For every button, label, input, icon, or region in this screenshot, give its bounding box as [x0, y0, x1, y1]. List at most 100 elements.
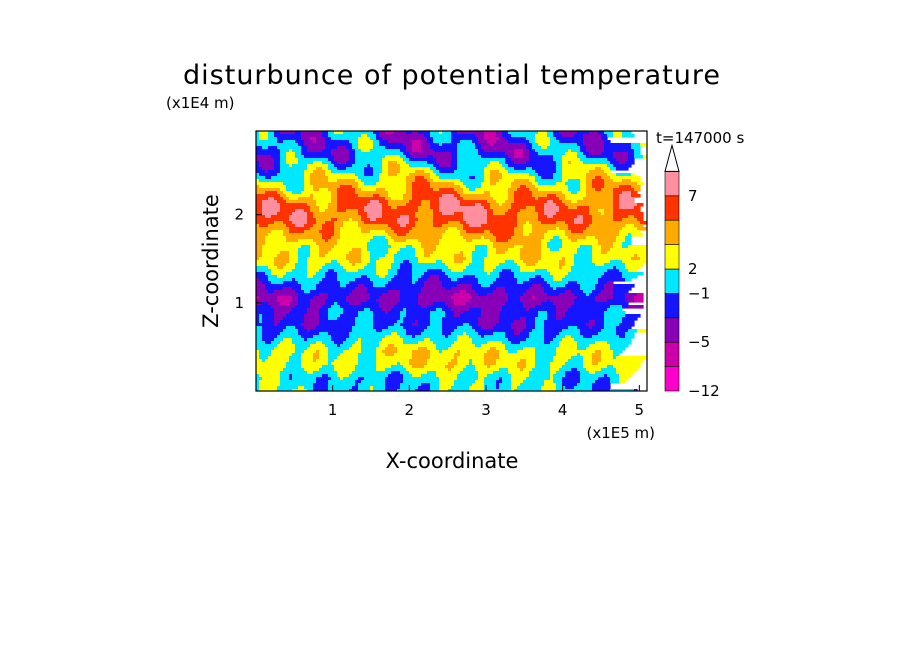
contour-cell	[283, 329, 299, 333]
contour-cell	[574, 221, 584, 225]
contour-cell	[391, 206, 398, 210]
contour-cell	[385, 254, 395, 258]
contour-cell	[586, 149, 605, 153]
contour-cell	[577, 131, 590, 135]
contour-cell	[364, 209, 383, 213]
contour-cell	[604, 209, 614, 213]
contour-cell	[589, 212, 602, 216]
contour-cell	[589, 131, 599, 135]
contour-cell	[424, 176, 431, 180]
contour-cell	[532, 146, 542, 150]
contour-cell	[622, 227, 638, 231]
contour-cell	[295, 152, 302, 156]
contour-cell	[550, 371, 557, 375]
contour-cell	[538, 197, 560, 201]
contour-cell	[352, 164, 368, 168]
contour-cell	[337, 206, 365, 210]
contour-cell	[484, 170, 491, 174]
contour-cell	[421, 290, 461, 294]
contour-cell	[403, 197, 413, 201]
contour-cell	[349, 149, 356, 153]
contour-cell	[550, 272, 569, 276]
contour-cell	[256, 374, 260, 378]
contour-cell	[373, 323, 395, 327]
contour-cell	[568, 224, 590, 228]
contour-cell	[280, 332, 299, 336]
contour-cell	[385, 347, 398, 351]
contour-cell	[319, 269, 329, 273]
contour-cell	[526, 377, 551, 381]
contour-cell	[427, 269, 443, 273]
contour-cell	[259, 161, 275, 165]
contour-cell	[340, 263, 353, 267]
contour-cell	[562, 155, 578, 159]
contour-cell	[286, 188, 305, 192]
contour-cell	[625, 161, 635, 165]
contour-cell	[415, 335, 446, 339]
contour-cell	[289, 377, 293, 381]
contour-cell	[298, 293, 320, 297]
contour-cell	[517, 281, 524, 285]
contour-cell	[526, 137, 536, 141]
contour-cell	[367, 248, 389, 252]
contour-cell	[448, 227, 458, 231]
contour-cell	[397, 302, 419, 306]
contour-cell	[322, 305, 332, 309]
contour-cell	[292, 377, 317, 381]
contour-cell	[526, 365, 536, 369]
contour-cell	[616, 356, 647, 360]
contour-cell	[601, 167, 611, 171]
contour-cell	[520, 269, 536, 273]
contour-cell	[484, 266, 497, 270]
contour-cell	[361, 302, 380, 306]
contour-cell	[484, 380, 497, 384]
contour-cell	[499, 137, 506, 141]
contour-cell	[556, 212, 590, 216]
contour-cell	[415, 254, 425, 258]
contour-cell	[481, 308, 503, 312]
contour-cell	[394, 353, 413, 357]
contour-cell	[370, 149, 401, 153]
contour-cell	[499, 203, 503, 207]
contour-cell	[475, 380, 485, 384]
contour-cell	[517, 362, 527, 366]
contour-cell	[313, 215, 362, 219]
contour-cell	[472, 338, 509, 342]
contour-cell	[613, 212, 644, 216]
contour-cell	[310, 254, 320, 258]
contour-cell	[412, 197, 440, 201]
contour-cell	[313, 356, 320, 360]
contour-cell	[334, 227, 341, 231]
contour-cell	[568, 188, 581, 192]
contour-cell	[619, 377, 629, 381]
contour-cell	[256, 341, 266, 345]
contour-cell	[484, 176, 491, 180]
contour-cell	[520, 332, 530, 336]
y-tick-label: 1	[234, 294, 244, 312]
contour-cell	[436, 158, 452, 162]
contour-cell	[601, 176, 611, 180]
contour-cell	[568, 179, 581, 183]
contour-cell	[295, 224, 305, 228]
contour-cell	[550, 299, 575, 303]
contour-cell	[484, 179, 491, 183]
contour-cell	[259, 380, 281, 384]
contour-cell	[553, 176, 563, 180]
contour-cell	[580, 371, 590, 375]
contour-cell	[256, 215, 266, 219]
contour-cell	[256, 272, 266, 276]
contour-cell	[430, 185, 461, 189]
contour-cell	[397, 362, 401, 366]
contour-cell	[301, 323, 320, 327]
contour-cell	[460, 140, 473, 144]
contour-cell	[604, 311, 626, 315]
contour-cell	[400, 149, 407, 153]
contour-cell	[259, 350, 272, 354]
contour-cell	[331, 161, 338, 165]
contour-cell	[541, 176, 554, 180]
contour-cell	[331, 218, 338, 222]
contour-cell	[382, 338, 404, 342]
contour-cell	[550, 374, 554, 378]
contour-cell	[463, 332, 467, 336]
contour-cell	[463, 254, 473, 258]
